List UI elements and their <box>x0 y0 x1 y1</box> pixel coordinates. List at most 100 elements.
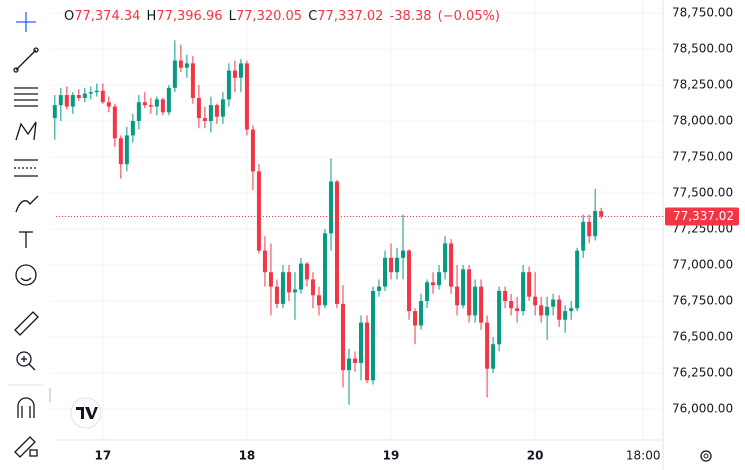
candle-body <box>401 250 406 258</box>
candle-body <box>250 129 255 172</box>
candle-body <box>160 99 165 113</box>
candle-body <box>599 211 604 217</box>
candle-body <box>208 105 213 121</box>
candle-body <box>365 322 370 381</box>
x-tick-label: 18 <box>239 449 256 463</box>
legend-change: -38.38 <box>390 9 432 24</box>
candle-body <box>226 70 231 100</box>
candle-body <box>593 211 598 237</box>
candle-body <box>238 63 243 78</box>
legend-value: 77,320.05 <box>236 9 302 24</box>
legend-value: 77,374.34 <box>74 9 140 24</box>
legend-letter: C <box>308 9 317 24</box>
candle-body <box>437 272 442 286</box>
candle-body <box>449 243 454 287</box>
legend-letter: L <box>229 9 237 24</box>
candle-body <box>322 233 327 306</box>
y-tick-label: 76,750.00 <box>672 294 733 308</box>
y-tick-label: 78,750.00 <box>672 5 733 19</box>
settings-button[interactable] <box>700 450 712 462</box>
y-tick-label: 78,500.00 <box>672 41 733 55</box>
candle-body <box>359 322 364 363</box>
candle-body <box>154 99 159 107</box>
prediction-tool[interactable] <box>14 159 38 177</box>
candle-body <box>371 290 376 381</box>
candle-body <box>497 290 502 345</box>
y-tick-label: 77,750.00 <box>672 149 733 163</box>
candle-body <box>377 286 382 291</box>
candle-body <box>443 243 448 273</box>
candle-body <box>100 90 105 103</box>
candle-body <box>455 286 460 306</box>
candle-body <box>190 63 195 98</box>
candle-body <box>575 250 580 309</box>
candle-body <box>124 135 129 165</box>
crosshair-tool[interactable] <box>16 12 36 32</box>
candle-body <box>274 286 279 304</box>
text-tool[interactable] <box>19 231 33 248</box>
candle-body <box>148 105 153 107</box>
candle-body <box>256 171 261 251</box>
candle-body <box>130 120 135 136</box>
candle-body <box>262 250 267 273</box>
candle-body <box>310 279 315 296</box>
y-tick-label: 78,000.00 <box>672 113 733 127</box>
candle-body <box>563 311 568 320</box>
ruler-tool[interactable] <box>14 311 39 336</box>
candle-body <box>58 95 63 106</box>
candle-body <box>509 301 514 309</box>
candle-body <box>527 272 532 297</box>
candle-body <box>503 290 508 302</box>
brush-tool[interactable] <box>15 195 39 213</box>
candle-body <box>557 299 562 320</box>
candle-body <box>479 286 484 323</box>
candle-body <box>352 358 357 363</box>
candle-body <box>545 306 550 316</box>
lock-draw-tool[interactable] <box>14 436 38 458</box>
candle-body <box>292 289 297 293</box>
candle-body <box>286 272 291 293</box>
pattern-tool[interactable] <box>15 121 37 141</box>
candle-body <box>88 92 93 94</box>
candle-body <box>76 95 81 98</box>
icon-tool[interactable] <box>15 264 37 286</box>
x-tick-label: 18:00 <box>626 449 661 463</box>
x-tick-label: 19 <box>383 449 400 463</box>
fib-tool[interactable] <box>14 87 38 107</box>
zoom-tool[interactable] <box>16 351 36 371</box>
candle-body <box>94 90 99 93</box>
trend-line-tool[interactable] <box>13 47 39 73</box>
candle-body <box>196 97 201 119</box>
candle-body <box>515 308 520 312</box>
candle-body <box>220 99 225 117</box>
logo[interactable] <box>70 397 102 429</box>
candle-body <box>328 181 333 234</box>
candle-body <box>112 106 117 139</box>
y-tick-label: 76,250.00 <box>672 366 733 380</box>
candle-body <box>142 102 147 106</box>
candle-body <box>316 295 321 306</box>
candle-body <box>298 263 303 290</box>
magnet-tool[interactable] <box>17 397 35 418</box>
candle-body <box>491 344 496 369</box>
candle-body <box>184 63 189 68</box>
candle-body <box>136 102 141 121</box>
y-tick-label: 78,250.00 <box>672 77 733 91</box>
candle-body <box>569 308 574 312</box>
toolbar <box>8 12 51 458</box>
y-tick-label: 77,500.00 <box>672 185 733 199</box>
last-price-label: 77,337.02 <box>673 209 734 223</box>
candle-body <box>70 95 75 107</box>
candle-body <box>383 257 388 287</box>
plot-area: 76,000.00 76,250.00 76,500.00 76,750.00 77,0… <box>50 0 739 470</box>
last-price-box <box>665 207 739 226</box>
legend-letter: H <box>147 9 157 24</box>
candle-body <box>106 102 111 107</box>
candle-body <box>467 269 472 316</box>
candle-body <box>214 105 219 117</box>
x-tick-label: 17 <box>94 449 111 463</box>
candle-body <box>52 105 57 119</box>
candle-body <box>587 221 592 237</box>
